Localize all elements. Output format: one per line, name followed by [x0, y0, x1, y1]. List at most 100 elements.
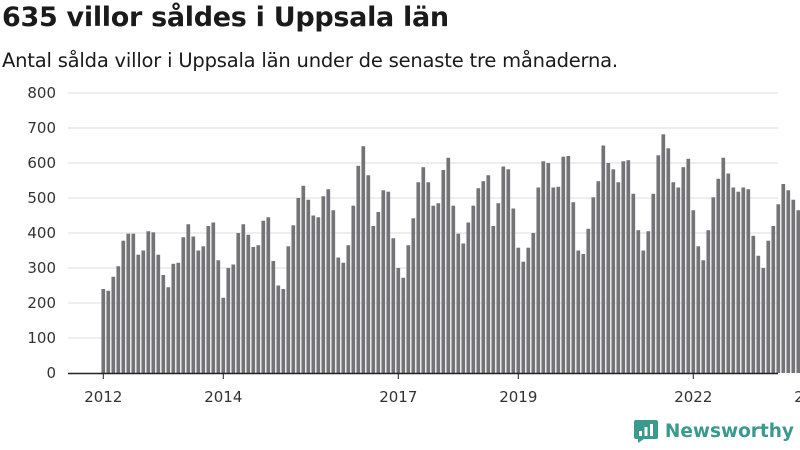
bar — [681, 167, 686, 373]
bar — [571, 202, 576, 373]
bar — [756, 255, 761, 373]
bar — [486, 175, 491, 373]
bar — [726, 173, 731, 373]
x-tick-label: 2024 — [794, 388, 800, 406]
bar — [586, 228, 591, 373]
bar — [291, 225, 296, 373]
bar — [236, 233, 241, 373]
bar — [156, 254, 161, 373]
bar — [456, 233, 461, 373]
bar — [516, 247, 521, 373]
bar — [651, 193, 656, 373]
bar — [506, 169, 511, 373]
bar — [766, 240, 771, 373]
brand-name: Newsworthy — [664, 420, 794, 442]
bar — [421, 167, 426, 373]
bar — [361, 146, 366, 373]
bar — [686, 158, 691, 373]
bar — [351, 205, 356, 373]
bar — [276, 285, 281, 373]
bar — [771, 226, 776, 373]
bar — [226, 268, 231, 373]
bar — [386, 191, 391, 373]
bar — [501, 166, 506, 373]
x-tick-label: 2017 — [379, 388, 417, 406]
bar — [616, 182, 621, 373]
bar — [266, 217, 271, 373]
chart-subtitle: Antal sålda villor i Uppsala län under d… — [2, 49, 618, 72]
y-tick-label: 500 — [27, 189, 56, 207]
bar — [666, 148, 671, 373]
bar — [786, 190, 791, 373]
bar — [201, 246, 206, 373]
bar — [411, 218, 416, 373]
bar — [431, 205, 436, 373]
bar — [376, 212, 381, 373]
bar — [326, 189, 331, 373]
bar — [301, 185, 306, 373]
bar — [396, 268, 401, 373]
bar — [126, 233, 131, 373]
bar — [596, 181, 601, 373]
brand: Newsworthy — [633, 416, 794, 446]
bar — [271, 261, 276, 373]
x-tick-label: 2012 — [84, 388, 122, 406]
y-tick-label: 100 — [27, 329, 56, 347]
bar — [706, 230, 711, 373]
bar — [731, 187, 736, 373]
bar — [751, 235, 756, 373]
bar — [111, 276, 116, 373]
x-tick-label: 2019 — [499, 388, 537, 406]
bar — [346, 245, 351, 373]
bar — [521, 261, 526, 373]
bar — [676, 187, 681, 373]
bar — [531, 233, 536, 373]
bar — [481, 181, 486, 373]
bar — [426, 182, 431, 373]
bar — [741, 187, 746, 373]
bar — [441, 170, 446, 373]
bar — [671, 182, 676, 373]
bar — [601, 145, 606, 373]
bar — [466, 222, 471, 373]
bar — [406, 245, 411, 373]
bar — [711, 197, 716, 373]
bar — [626, 160, 631, 373]
x-tick-label: 2014 — [204, 388, 242, 406]
bar — [321, 196, 326, 373]
y-tick-label: 800 — [27, 84, 56, 102]
bar — [691, 210, 696, 373]
bar — [461, 243, 466, 373]
bar — [211, 222, 216, 373]
bar — [151, 232, 156, 373]
bar — [316, 217, 321, 373]
bar — [636, 230, 641, 373]
bar — [251, 247, 256, 373]
bar — [261, 220, 266, 373]
bar — [286, 246, 291, 373]
y-tick-label: 700 — [27, 119, 56, 137]
x-axis-ticks: 2012 2014 2017 2019 2022 2024 — [68, 372, 800, 406]
bar — [576, 250, 581, 373]
bar — [366, 175, 371, 373]
bar — [256, 245, 261, 373]
bar — [496, 203, 501, 373]
y-tick-label: 600 — [27, 154, 56, 172]
bar — [641, 250, 646, 373]
bar — [131, 233, 136, 373]
bar — [561, 156, 566, 373]
bar — [311, 215, 316, 373]
bar — [781, 184, 786, 373]
bar — [491, 226, 496, 373]
bar — [791, 199, 796, 373]
bar — [146, 231, 151, 373]
bar — [551, 187, 556, 373]
chart-title: 635 villor såldes i Uppsala län — [2, 2, 449, 33]
y-axis-ticks: 0 100 200 300 400 500 600 700 800 — [27, 84, 56, 382]
bar — [776, 204, 781, 373]
bar — [591, 197, 596, 373]
bar — [136, 254, 141, 373]
bar — [196, 250, 201, 373]
bar — [141, 250, 146, 373]
